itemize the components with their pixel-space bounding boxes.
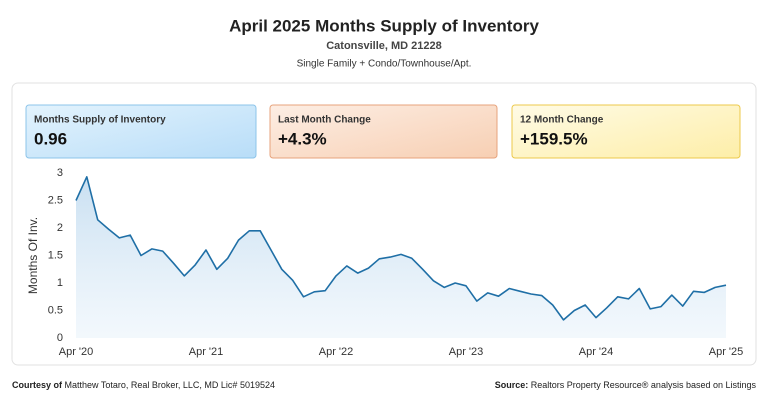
card-value: 0.96 xyxy=(34,129,67,148)
card xyxy=(269,104,498,159)
subtitle: Catonsville, MD 21228 xyxy=(326,40,442,52)
footer-text: Matthew Totaro, Real Broker, LLC, MD Lic… xyxy=(65,380,275,390)
y-tick-label: 3 xyxy=(57,167,63,179)
card-value: +159.5% xyxy=(520,129,588,148)
card xyxy=(25,104,257,159)
card-label: Months Supply of Inventory xyxy=(34,115,166,126)
footer-left: Courtesy of Matthew Totaro, Real Broker,… xyxy=(12,380,275,390)
y-tick-label: 1.5 xyxy=(48,249,63,261)
x-tick-label: Apr '20 xyxy=(59,346,94,358)
x-tick-label: Apr '22 xyxy=(319,346,354,358)
title: April 2025 Months Supply of Inventory xyxy=(229,16,539,35)
x-tick-label: Apr '25 xyxy=(709,346,744,358)
y-axis-label: Months Of Inv. xyxy=(26,217,40,294)
y-tick-label: 2 xyxy=(57,222,63,234)
card-label: Last Month Change xyxy=(278,115,371,126)
x-tick-label: Apr '24 xyxy=(579,346,614,358)
y-tick-label: 0.5 xyxy=(48,304,63,316)
footer-right: Source: Realtors Property Resource® anal… xyxy=(495,380,757,390)
x-tick-label: Apr '21 xyxy=(189,346,224,358)
subtitle: Single Family + Condo/Townhouse/Apt. xyxy=(297,59,472,70)
x-tick-label: Apr '23 xyxy=(449,346,484,358)
footer-bold: Courtesy of xyxy=(12,380,63,390)
area xyxy=(76,176,726,338)
y-tick-label: 0 xyxy=(57,332,63,344)
y-tick-label: 2.5 xyxy=(48,194,63,206)
card-label: 12 Month Change xyxy=(520,115,604,126)
footer-bold: Source: xyxy=(495,380,529,390)
y-tick-label: 1 xyxy=(57,277,63,289)
footer-text: Realtors Property Resource® analysis bas… xyxy=(531,380,757,390)
line xyxy=(75,176,727,321)
card-value: +4.3% xyxy=(278,129,327,148)
card xyxy=(511,104,741,159)
